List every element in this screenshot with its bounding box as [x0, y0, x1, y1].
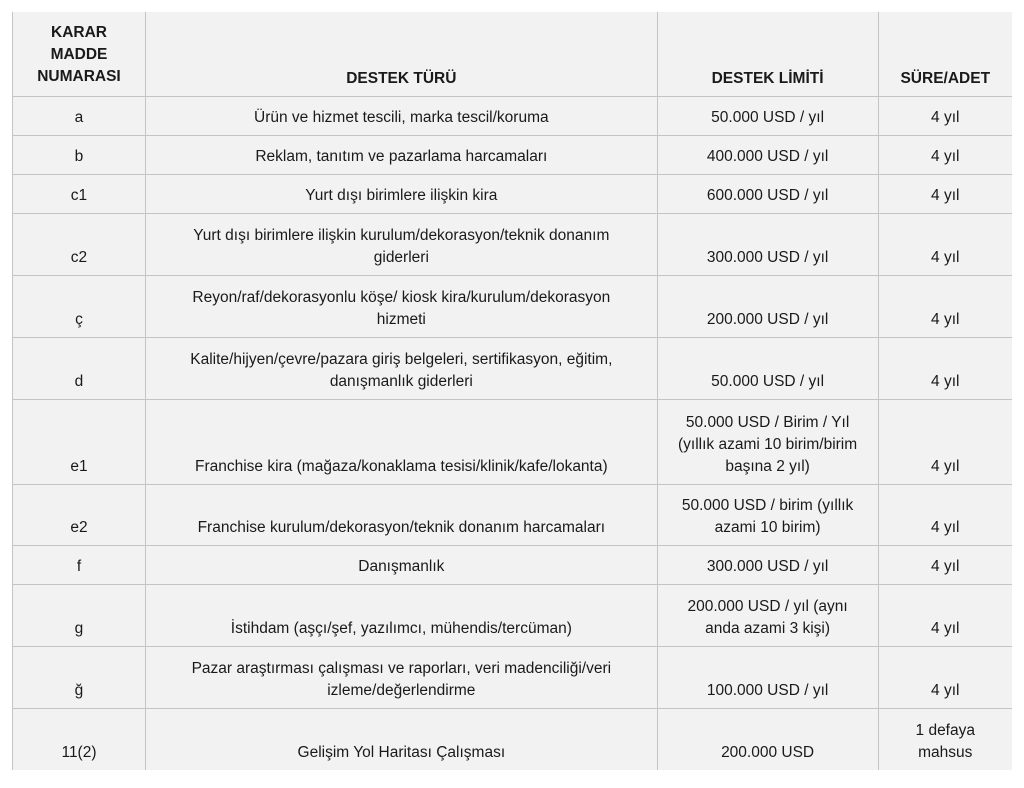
- cell-madde: ç: [12, 275, 146, 338]
- table-row: e1 Franchise kira (mağaza/konaklama tesis…: [12, 399, 1012, 485]
- cell-sure-adet: 4 yıl: [877, 646, 1012, 709]
- cell-destek-limiti: 200.000 USD: [656, 708, 879, 770]
- cell-sure-adet: 4 yıl: [877, 584, 1012, 647]
- cell-madde: d: [12, 337, 146, 400]
- cell-destek-limiti: 400.000 USD / yıl: [656, 135, 879, 175]
- cell-destek-limiti: 200.000 USD / yıl (aynı anda azami 3 kiş…: [656, 584, 879, 647]
- cell-madde: g: [12, 584, 146, 647]
- cell-sure-adet: 4 yıl: [877, 399, 1012, 485]
- cell-destek-turu: Gelişim Yol Haritası Çalışması: [144, 708, 658, 770]
- cell-destek-turu: Kalite/hijyen/çevre/pazara giriş belgele…: [144, 337, 658, 400]
- table-row: ğ Pazar araştırması çalışması ve raporlar…: [12, 646, 1012, 709]
- cell-destek-limiti: 600.000 USD / yıl: [656, 174, 879, 214]
- cell-destek-turu: Reklam, tanıtım ve pazarlama harcamaları: [144, 135, 658, 175]
- cell-madde: f: [12, 545, 146, 585]
- cell-destek-turu: Reyon/raf/dekorasyonlu köşe/ kiosk kira/…: [144, 275, 658, 338]
- cell-madde: ğ: [12, 646, 146, 709]
- cell-sure-adet: 1 defaya mahsus: [877, 708, 1012, 770]
- cell-destek-limiti: 100.000 USD / yıl: [656, 646, 879, 709]
- cell-madde: c1: [12, 174, 146, 214]
- table-row: 11(2) Gelişim Yol Haritası Çalışması 200.0…: [12, 708, 1012, 770]
- cell-destek-limiti: 300.000 USD / yıl: [656, 213, 879, 276]
- cell-sure-adet: 4 yıl: [877, 213, 1012, 276]
- cell-sure-adet: 4 yıl: [877, 135, 1012, 175]
- cell-madde: b: [12, 135, 146, 175]
- header-sure-adet: SÜRE/ADET: [877, 12, 1012, 97]
- cell-sure-adet: 4 yıl: [877, 545, 1012, 585]
- header-madde: KARAR MADDE NUMARASI: [12, 12, 146, 97]
- table-row: a Ürün ve hizmet tescili, marka tescil/ko…: [12, 96, 1012, 136]
- cell-madde: e2: [12, 484, 146, 546]
- cell-destek-turu: Yurt dışı birimlere ilişkin kurulum/deko…: [144, 213, 658, 276]
- table-row: c1 Yurt dışı birimlere ilişkin kira 600.00…: [12, 174, 1012, 214]
- table-row: f Danışmanlık 300.000 USD / yıl 4 yıl: [12, 545, 1012, 585]
- cell-sure-adet: 4 yıl: [877, 174, 1012, 214]
- cell-destek-turu: Pazar araştırması çalışması ve raporları…: [144, 646, 658, 709]
- cell-destek-limiti: 200.000 USD / yıl: [656, 275, 879, 338]
- table-row: b Reklam, tanıtım ve pazarlama harcamalar…: [12, 135, 1012, 175]
- header-row: KARAR MADDE NUMARASI DESTEK TÜRÜ DESTEK …: [12, 12, 1012, 97]
- cell-sure-adet: 4 yıl: [877, 484, 1012, 546]
- cell-destek-limiti: 50.000 USD / yıl: [656, 96, 879, 136]
- cell-destek-turu: Danışmanlık: [144, 545, 658, 585]
- cell-sure-adet: 4 yıl: [877, 275, 1012, 338]
- table-row: g İstihdam (aşçı/şef, yazılımcı, mühendis…: [12, 584, 1012, 647]
- table-row: c2 Yurt dışı birimlere ilişkin kurulum/de…: [12, 213, 1012, 276]
- cell-madde: 11(2): [12, 708, 146, 770]
- cell-destek-turu: Franchise kurulum/dekorasyon/teknik dona…: [144, 484, 658, 546]
- cell-destek-turu: Ürün ve hizmet tescili, marka tescil/kor…: [144, 96, 658, 136]
- table-row: e2 Franchise kurulum/dekorasyon/teknik do…: [12, 484, 1012, 546]
- table-row: ç Reyon/raf/dekorasyonlu köşe/ kiosk kira…: [12, 275, 1012, 338]
- cell-sure-adet: 4 yıl: [877, 96, 1012, 136]
- cell-sure-adet: 4 yıl: [877, 337, 1012, 400]
- cell-madde: c2: [12, 213, 146, 276]
- table-row: d Kalite/hijyen/çevre/pazara giriş belgel…: [12, 337, 1012, 400]
- cell-destek-turu: Franchise kira (mağaza/konaklama tesisi/…: [144, 399, 658, 485]
- cell-destek-turu: İstihdam (aşçı/şef, yazılımcı, mühendis/…: [144, 584, 658, 647]
- cell-madde: a: [12, 96, 146, 136]
- support-table: KARAR MADDE NUMARASI DESTEK TÜRÜ DESTEK …: [12, 12, 1012, 770]
- cell-destek-turu: Yurt dışı birimlere ilişkin kira: [144, 174, 658, 214]
- cell-destek-limiti: 50.000 USD / Birim / Yıl (yıllık azami 1…: [656, 399, 879, 485]
- cell-destek-limiti: 300.000 USD / yıl: [656, 545, 879, 585]
- cell-madde: e1: [12, 399, 146, 485]
- cell-destek-limiti: 50.000 USD / yıl: [656, 337, 879, 400]
- header-destek-limiti: DESTEK LİMİTİ: [656, 12, 879, 97]
- cell-destek-limiti: 50.000 USD / birim (yıllık azami 10 biri…: [656, 484, 879, 546]
- header-destek-turu: DESTEK TÜRÜ: [144, 12, 658, 97]
